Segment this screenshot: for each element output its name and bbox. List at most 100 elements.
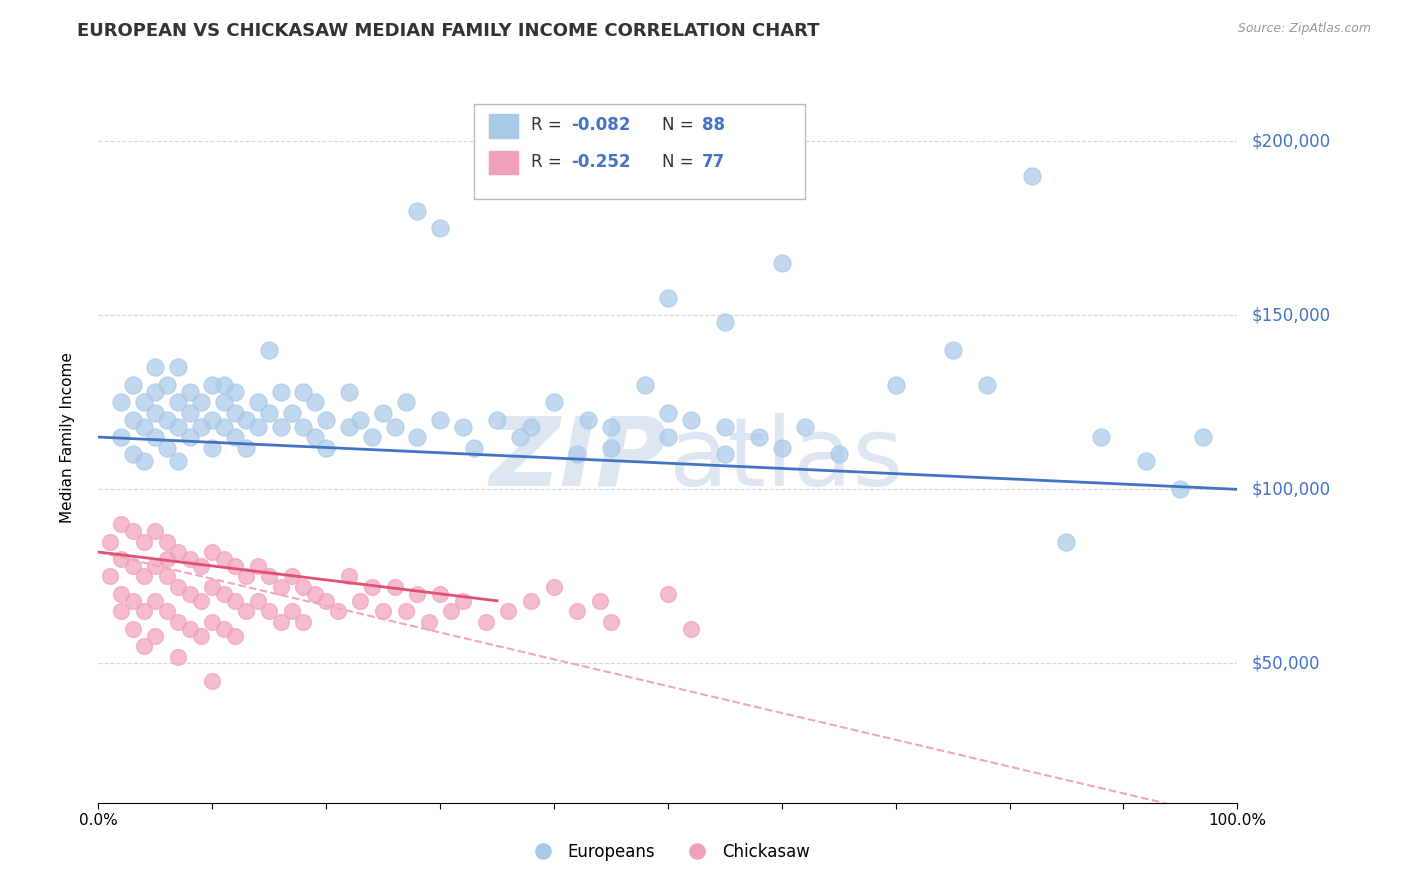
- Point: [110, 604, 132, 618]
- Bar: [489, 114, 517, 138]
- Point: [292, 615, 315, 629]
- Point: [520, 419, 543, 434]
- Point: [121, 558, 143, 573]
- Text: $50,000: $50,000: [1251, 655, 1320, 673]
- Point: [167, 360, 190, 375]
- Point: [600, 615, 623, 629]
- Point: [145, 384, 167, 399]
- Point: [1170, 483, 1192, 497]
- Point: [270, 615, 292, 629]
- Point: [270, 384, 292, 399]
- Point: [315, 412, 337, 426]
- Point: [281, 604, 304, 618]
- Point: [156, 604, 179, 618]
- Point: [1090, 430, 1112, 444]
- Point: [259, 604, 281, 618]
- Point: [179, 384, 201, 399]
- Point: [349, 594, 371, 608]
- Point: [190, 594, 212, 608]
- Text: R =: R =: [531, 153, 567, 171]
- Bar: [489, 151, 517, 175]
- Point: [828, 448, 851, 462]
- Point: [384, 419, 406, 434]
- Text: -0.082: -0.082: [571, 117, 630, 135]
- Text: ZIP: ZIP: [489, 412, 668, 506]
- Point: [179, 552, 201, 566]
- Point: [657, 291, 679, 305]
- Point: [770, 256, 793, 270]
- Point: [132, 419, 155, 434]
- Point: [1192, 430, 1215, 444]
- Point: [281, 406, 304, 420]
- Point: [98, 569, 121, 583]
- Point: [201, 545, 224, 559]
- Point: [600, 441, 623, 455]
- Point: [349, 412, 371, 426]
- Point: [121, 448, 143, 462]
- Point: [212, 395, 235, 409]
- Point: [259, 569, 281, 583]
- Point: [201, 441, 224, 455]
- Point: [212, 587, 235, 601]
- Text: 88: 88: [702, 117, 725, 135]
- Text: EUROPEAN VS CHICKASAW MEDIAN FAMILY INCOME CORRELATION CHART: EUROPEAN VS CHICKASAW MEDIAN FAMILY INCO…: [77, 22, 820, 40]
- Text: $150,000: $150,000: [1251, 306, 1330, 324]
- Point: [156, 569, 179, 583]
- Point: [406, 587, 429, 601]
- Point: [224, 558, 246, 573]
- Point: [156, 441, 179, 455]
- Text: $100,000: $100,000: [1251, 480, 1330, 499]
- Point: [748, 430, 770, 444]
- Point: [565, 448, 588, 462]
- Point: [292, 384, 315, 399]
- Point: [121, 622, 143, 636]
- Point: [406, 203, 429, 218]
- Point: [224, 384, 246, 399]
- Point: [451, 419, 474, 434]
- Text: N =: N =: [662, 153, 699, 171]
- Point: [121, 594, 143, 608]
- Point: [429, 221, 451, 235]
- Text: $200,000: $200,000: [1251, 132, 1330, 150]
- Point: [714, 448, 737, 462]
- Point: [976, 377, 998, 392]
- Point: [179, 430, 201, 444]
- Point: [201, 673, 224, 688]
- Point: [395, 395, 418, 409]
- Point: [315, 441, 337, 455]
- Point: [145, 360, 167, 375]
- Point: [429, 412, 451, 426]
- Point: [543, 580, 565, 594]
- Point: [440, 604, 463, 618]
- Point: [1054, 534, 1078, 549]
- Point: [406, 430, 429, 444]
- Point: [270, 419, 292, 434]
- Point: [337, 569, 360, 583]
- Point: [292, 580, 315, 594]
- Point: [110, 430, 132, 444]
- Point: [246, 594, 269, 608]
- Point: [145, 430, 167, 444]
- Point: [201, 412, 224, 426]
- Point: [212, 552, 235, 566]
- FancyBboxPatch shape: [474, 104, 804, 200]
- Point: [292, 419, 315, 434]
- Point: [657, 406, 679, 420]
- Point: [235, 569, 257, 583]
- Point: [110, 517, 132, 532]
- Text: N =: N =: [662, 117, 699, 135]
- Point: [246, 395, 269, 409]
- Point: [156, 412, 179, 426]
- Point: [429, 587, 451, 601]
- Point: [132, 639, 155, 653]
- Point: [132, 534, 155, 549]
- Point: [145, 524, 167, 538]
- Point: [315, 594, 337, 608]
- Point: [657, 587, 679, 601]
- Point: [565, 604, 588, 618]
- Point: [1021, 169, 1043, 183]
- Point: [110, 552, 132, 566]
- Point: [179, 622, 201, 636]
- Point: [190, 629, 212, 643]
- Point: [132, 395, 155, 409]
